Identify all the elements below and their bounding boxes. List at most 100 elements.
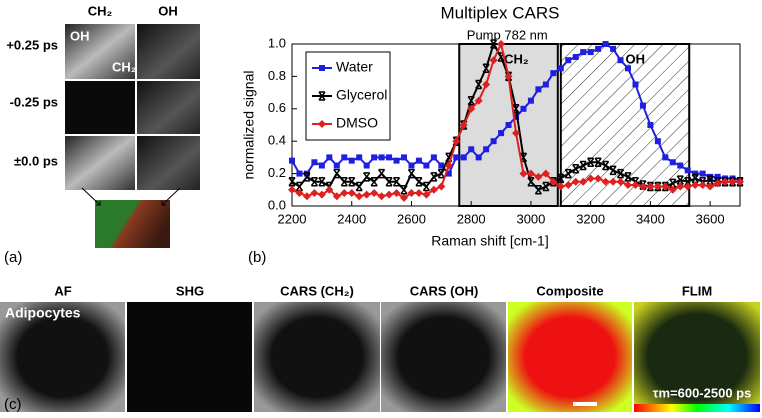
marker: [602, 41, 609, 47]
panel-label: (a): [4, 249, 22, 266]
caption: Adipocytes: [5, 305, 81, 321]
marker: [579, 177, 588, 186]
marker: [318, 176, 326, 187]
marker: [505, 122, 512, 128]
region-label: OH: [626, 51, 646, 66]
marker: [489, 56, 498, 65]
marker: [653, 182, 662, 191]
marker: [474, 96, 483, 105]
marker: [445, 170, 452, 177]
marker: [303, 172, 311, 182]
marker: [325, 185, 334, 194]
scale-bar: [573, 402, 597, 406]
marker: [519, 169, 528, 178]
panel-b: Multiplex CARS Raman shift [cm-1] normal…: [241, 3, 744, 266]
x-tick-label: 3200: [576, 211, 605, 226]
marker: [483, 146, 490, 153]
marker: [639, 102, 646, 109]
flim-note: τm=600-2500 ps: [653, 385, 752, 400]
image: [634, 302, 760, 412]
marker: [348, 176, 356, 187]
marker: [288, 176, 296, 187]
marker: [333, 162, 340, 169]
marker: [602, 160, 610, 171]
arrow: [81, 187, 181, 206]
marker: [534, 172, 543, 181]
marker: [535, 86, 542, 93]
marker: [586, 174, 595, 183]
marker: [363, 162, 370, 169]
marker: [302, 192, 311, 201]
marker: [385, 176, 393, 187]
marker: [363, 172, 371, 182]
marker: [340, 176, 348, 187]
marker: [468, 146, 475, 153]
marker: [519, 152, 528, 163]
image: [127, 302, 252, 412]
marker: [311, 159, 318, 166]
marker: [677, 162, 684, 169]
y-axis-label: normalized signal: [241, 71, 257, 180]
annotation: Pump 782 nm: [467, 27, 548, 42]
inset-label: CH₂: [112, 59, 137, 74]
y-tick-label: 0.6: [268, 100, 286, 115]
colorbar: [634, 404, 760, 412]
marker: [692, 170, 699, 177]
marker: [355, 192, 364, 201]
marker: [616, 168, 625, 179]
region-label: CH₂: [504, 51, 529, 66]
marker: [646, 182, 655, 191]
marker: [728, 177, 737, 186]
marker: [482, 80, 491, 89]
marker: [326, 154, 333, 161]
marker: [661, 182, 670, 191]
x-tick-label: 2200: [278, 211, 307, 226]
marker: [572, 163, 580, 174]
marker: [721, 176, 729, 187]
marker: [370, 189, 379, 198]
marker: [385, 190, 394, 199]
panel-label: (b): [248, 249, 266, 266]
marker: [318, 91, 326, 101]
marker: [430, 172, 438, 182]
image-label: Composite: [536, 283, 603, 298]
marker: [713, 179, 722, 188]
marker: [355, 181, 363, 192]
marker: [482, 63, 490, 74]
marker: [422, 190, 431, 199]
marker: [497, 40, 506, 48]
marker: [348, 157, 355, 164]
marker: [661, 181, 669, 192]
image-label: AF: [54, 283, 71, 298]
marker: [341, 154, 348, 161]
marker: [736, 177, 744, 186]
marker: [377, 192, 386, 201]
y-tick-label: 0.4: [268, 133, 286, 148]
marker: [445, 152, 453, 163]
marker: [654, 181, 662, 192]
legend-label: DMSO: [336, 115, 378, 131]
legend-label: Glycerol: [336, 87, 387, 103]
x-axis-label: Raman shift [cm-1]: [431, 233, 548, 249]
marker: [638, 182, 647, 191]
marker: [609, 177, 618, 186]
marker: [526, 169, 535, 178]
marker: [318, 120, 326, 128]
marker: [392, 176, 401, 187]
marker: [356, 154, 363, 161]
column-label: CH₂: [88, 3, 113, 18]
marker: [423, 162, 430, 169]
marker: [460, 154, 467, 161]
marker: [317, 190, 326, 199]
marker: [550, 70, 557, 77]
marker: [647, 122, 654, 128]
x-tick-label: 2400: [337, 211, 366, 226]
x-tick-label: 3400: [636, 211, 665, 226]
x-tick-label: 2800: [457, 211, 486, 226]
marker: [340, 189, 349, 198]
image-label: CARS (CH₂): [280, 283, 354, 298]
marker: [295, 189, 304, 198]
marker: [617, 57, 624, 64]
marker: [542, 81, 549, 88]
